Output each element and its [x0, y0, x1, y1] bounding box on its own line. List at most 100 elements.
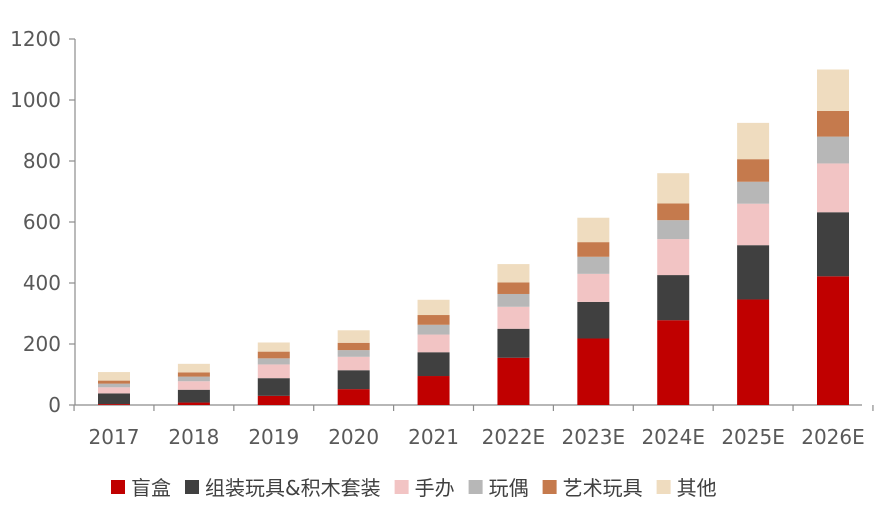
- bar-segment: [737, 299, 770, 405]
- bar-segment: [98, 387, 130, 394]
- y-tick-label: 1200: [10, 27, 61, 51]
- x-tick-label: 2018: [168, 425, 219, 449]
- y-tick-label: 0: [48, 393, 61, 417]
- bar-segment: [817, 212, 849, 277]
- legend-swatch: [656, 480, 671, 494]
- legend: 盲盒 组装玩具&积木套装 手办 玩偶 艺术玩具 其他: [111, 476, 717, 500]
- bar-segment: [817, 276, 849, 405]
- legend-item: 盲盒: [111, 476, 171, 500]
- bar-segment: [337, 370, 370, 390]
- bar-segment: [257, 395, 290, 405]
- y-tick-label: 1000: [10, 88, 61, 112]
- legend-label: 组装玩具&积木套装: [205, 476, 381, 500]
- y-tick-label: 200: [23, 332, 61, 356]
- bar-segment: [177, 372, 210, 377]
- x-tick-label: 2021: [408, 425, 459, 449]
- bar-segment: [98, 393, 130, 405]
- bar-segment: [337, 389, 370, 405]
- legend-item: 组装玩具&积木套装: [185, 476, 381, 500]
- bar-segment: [737, 181, 770, 204]
- legend-item: 手办: [394, 476, 455, 500]
- bars: [98, 69, 849, 405]
- bar-segment: [657, 320, 690, 405]
- bar-segment: [257, 351, 290, 359]
- y-axis: 0 200 400 600 800 1000 1200: [10, 27, 76, 417]
- bar-segment: [577, 301, 610, 339]
- bar-segment: [497, 328, 530, 358]
- bar-segment: [497, 282, 530, 294]
- bar-segment: [577, 242, 610, 257]
- bar-segment: [577, 217, 610, 243]
- bar-segment: [417, 315, 450, 325]
- legend-label: 玩偶: [489, 476, 529, 500]
- x-tick-label: 2025E: [721, 425, 785, 449]
- bar-segment: [337, 342, 370, 351]
- bar-segment: [177, 363, 210, 373]
- legend-item: 艺术玩具: [542, 476, 643, 500]
- bar-segment: [337, 350, 370, 357]
- bar-segment: [657, 220, 690, 240]
- bar-segment: [657, 275, 690, 321]
- legend-item: 玩偶: [468, 476, 529, 500]
- x-tick-label: 2020: [328, 425, 379, 449]
- bar-segment: [417, 352, 450, 377]
- bar-segment: [737, 245, 770, 300]
- bar-segment: [257, 378, 290, 396]
- bar-segment: [257, 364, 290, 379]
- x-tick-label: 2023E: [562, 425, 626, 449]
- bar-segment: [417, 376, 450, 405]
- bar-segment: [577, 273, 610, 302]
- legend-label: 艺术玩具: [563, 476, 643, 500]
- bar-segment: [737, 203, 770, 246]
- legend-swatch: [394, 480, 409, 494]
- bar-segment: [497, 306, 530, 329]
- bar-segment: [177, 381, 210, 390]
- x-tick-label: 2019: [248, 425, 299, 449]
- y-tick-label: 600: [23, 210, 61, 234]
- bar-segment: [177, 402, 210, 405]
- x-tick-label: 2026E: [801, 425, 865, 449]
- x-tick-label: 2017: [89, 425, 140, 449]
- bar-segment: [817, 69, 849, 111]
- bar-segment: [817, 136, 849, 164]
- legend-swatch: [111, 480, 125, 494]
- bar-segment: [337, 356, 370, 371]
- bar-segment: [737, 159, 770, 182]
- bar-segment: [577, 338, 610, 405]
- x-axis: 2017 2018 2019 2020 2021 2022E 2023E 2024E 2025E…: [73, 404, 874, 449]
- bar-segment: [497, 264, 530, 283]
- legend-swatch: [185, 480, 199, 494]
- bar-segment: [737, 122, 770, 160]
- legend-label: 盲盒: [131, 476, 171, 500]
- bar-segment: [98, 372, 130, 381]
- x-tick-label: 2024E: [641, 425, 705, 449]
- legend-label: 其他: [677, 476, 717, 500]
- bar-segment: [817, 163, 849, 213]
- bar-segment: [417, 324, 450, 335]
- legend-swatch: [468, 480, 483, 494]
- bar-segment: [417, 334, 450, 353]
- x-tick-label: 2022E: [482, 425, 546, 449]
- bar-segment: [337, 330, 370, 343]
- bar-segment: [257, 342, 290, 352]
- bar-segment: [497, 293, 530, 307]
- bar-segment: [177, 389, 210, 403]
- y-tick-label: 800: [23, 149, 61, 173]
- bar-segment: [177, 376, 210, 382]
- bar-segment: [657, 173, 690, 204]
- y-tick-label: 400: [23, 271, 61, 295]
- bar-segment: [577, 256, 610, 274]
- bar-segment: [657, 239, 690, 276]
- bar-segment: [98, 383, 130, 388]
- legend-swatch: [542, 480, 557, 494]
- bar-segment: [657, 203, 690, 221]
- bar-segment: [98, 404, 130, 405]
- bar-segment: [98, 380, 130, 384]
- legend-label: 手办: [415, 476, 455, 500]
- legend-item: 其他: [656, 476, 717, 500]
- bar-segment: [257, 358, 290, 365]
- bar-segment: [497, 357, 530, 405]
- bar-segment: [817, 110, 849, 137]
